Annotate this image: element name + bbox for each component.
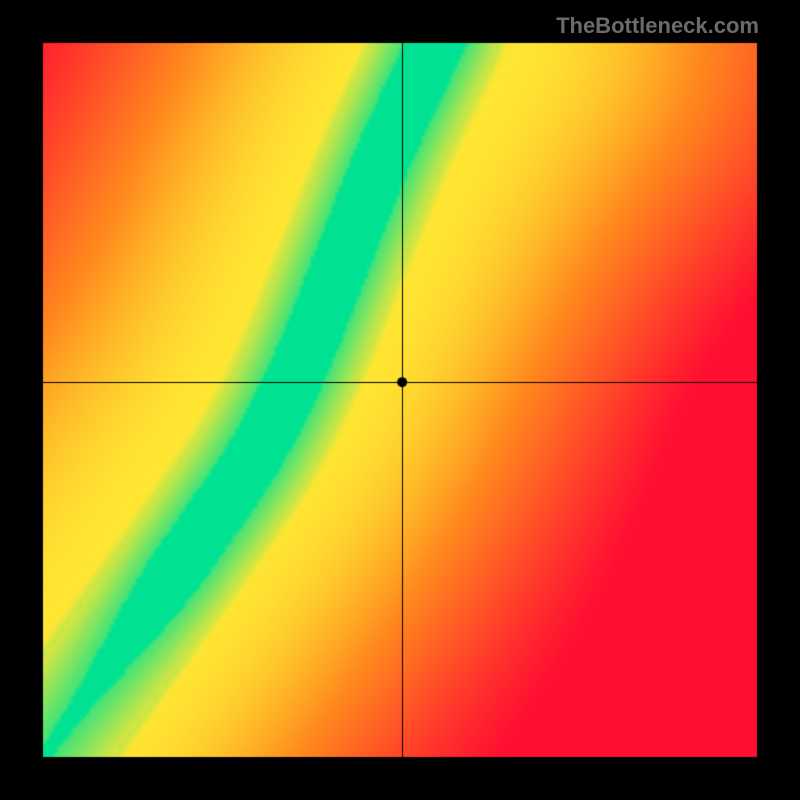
watermark-text: TheBottleneck.com <box>556 13 759 39</box>
bottleneck-heatmap <box>0 0 800 800</box>
